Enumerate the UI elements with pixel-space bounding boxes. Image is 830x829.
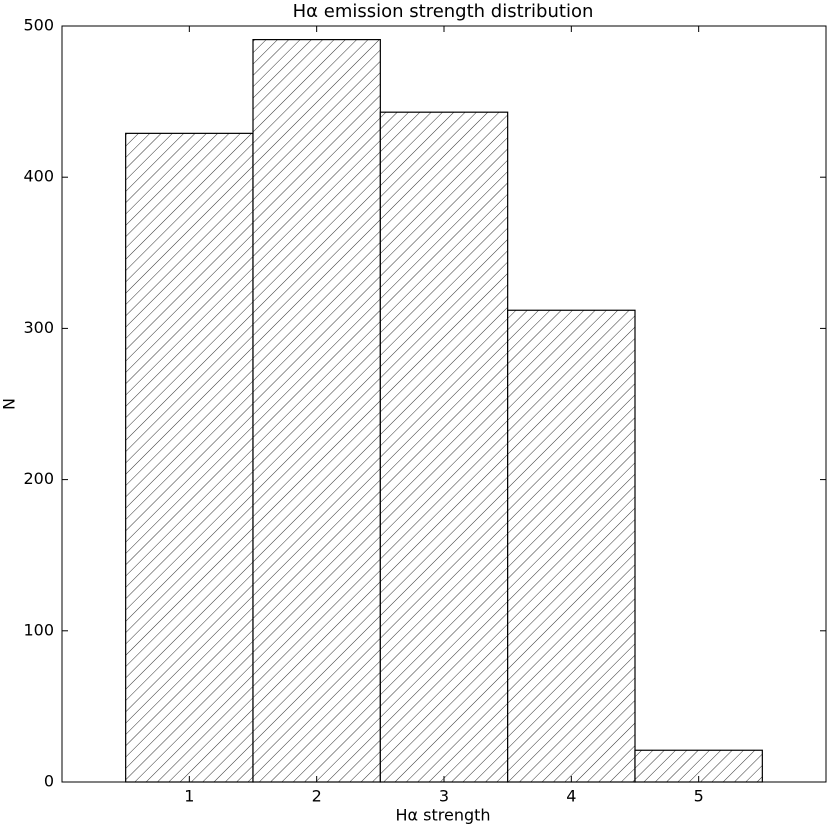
y-tick-label: 300 <box>23 318 54 337</box>
y-tick-label: 0 <box>44 772 54 791</box>
x-axis-label: Hα strength <box>395 806 490 825</box>
y-tick-label: 100 <box>23 620 54 639</box>
chart-title: Hα emission strength distribution <box>293 1 594 22</box>
y-tick-label: 400 <box>23 167 54 186</box>
x-tick-label: 2 <box>312 787 322 806</box>
bar <box>252 39 381 783</box>
x-tick-label: 5 <box>694 787 704 806</box>
y-axis-label: N <box>0 398 19 410</box>
bars <box>125 39 763 783</box>
y-tick-label: 200 <box>23 469 54 488</box>
x-tick-label: 1 <box>184 787 194 806</box>
bar <box>379 111 509 783</box>
y-tick-label: 500 <box>23 16 54 35</box>
bar <box>125 132 254 783</box>
bar <box>507 309 636 783</box>
x-tick-label: 3 <box>439 787 449 806</box>
x-tick-label: 4 <box>566 787 576 806</box>
